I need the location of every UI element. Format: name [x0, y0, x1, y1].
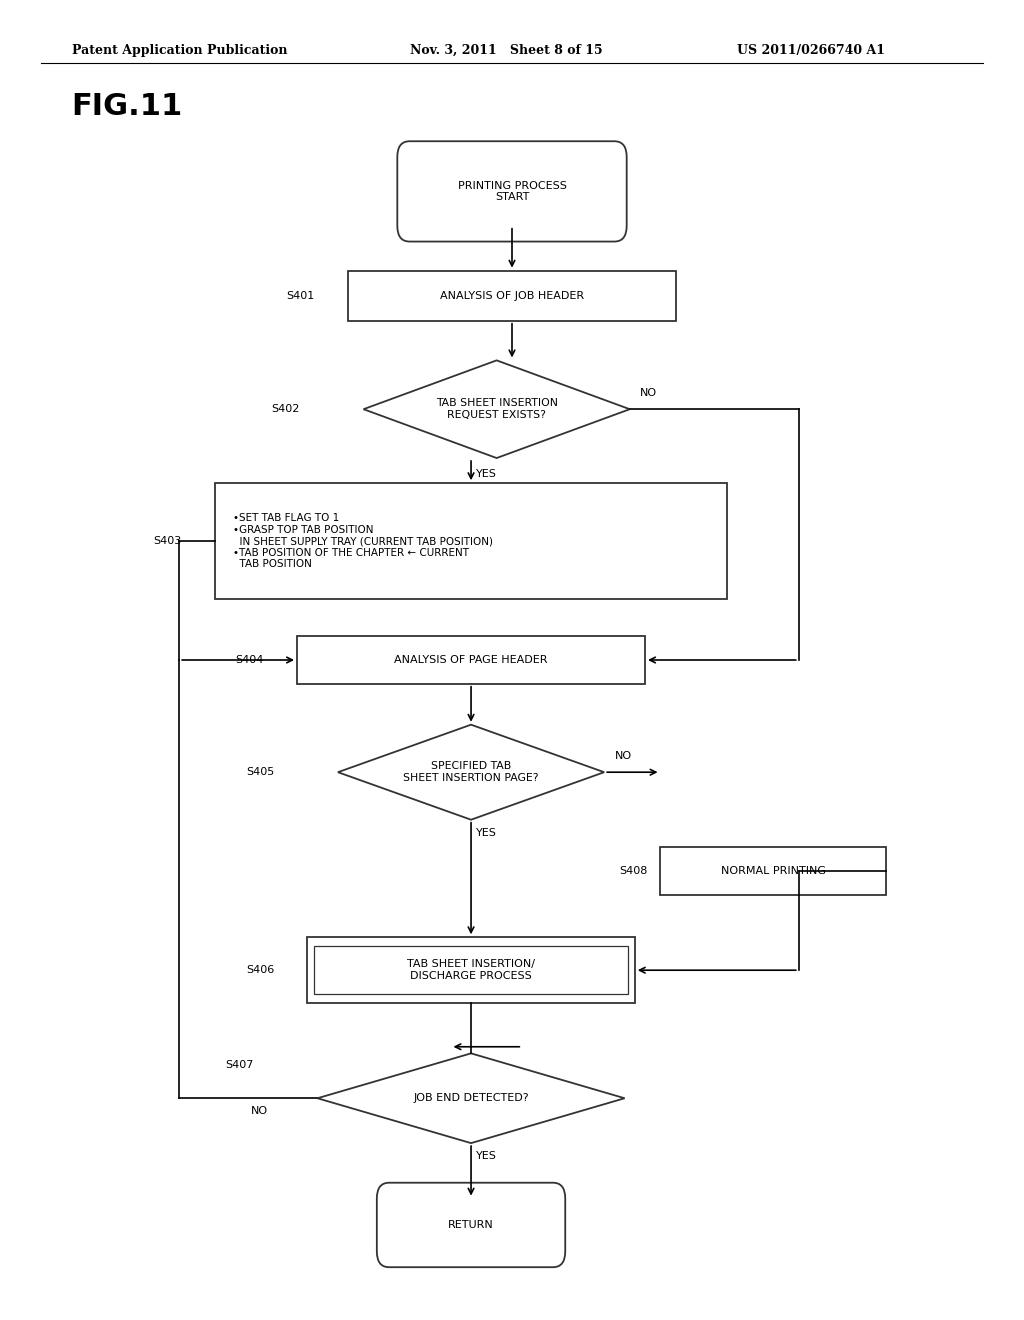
Text: TAB SHEET INSERTION/
DISCHARGE PROCESS: TAB SHEET INSERTION/ DISCHARGE PROCESS [408, 960, 535, 981]
Text: S403: S403 [154, 536, 182, 546]
Text: YES: YES [476, 469, 497, 479]
Text: NO: NO [614, 751, 632, 762]
Polygon shape [364, 360, 630, 458]
Polygon shape [317, 1053, 625, 1143]
Text: S402: S402 [271, 404, 300, 414]
Text: •SET TAB FLAG TO 1
•GRASP TOP TAB POSITION
  IN SHEET SUPPLY TRAY (CURRENT TAB P: •SET TAB FLAG TO 1 •GRASP TOP TAB POSITI… [233, 513, 494, 569]
FancyBboxPatch shape [397, 141, 627, 242]
Text: FIG.11: FIG.11 [72, 92, 183, 121]
Bar [215, 483, 727, 599]
Text: PRINTING PROCESS
START: PRINTING PROCESS START [458, 181, 566, 202]
Polygon shape [338, 725, 604, 820]
Text: JOB END DETECTED?: JOB END DETECTED? [414, 1093, 528, 1104]
Text: YES: YES [476, 828, 497, 838]
Text: RETURN: RETURN [449, 1220, 494, 1230]
Text: Patent Application Publication: Patent Application Publication [72, 44, 287, 57]
Text: YES: YES [476, 1151, 497, 1162]
Bar [660, 847, 886, 895]
Text: TAB SHEET INSERTION
REQUEST EXISTS?: TAB SHEET INSERTION REQUEST EXISTS? [435, 399, 558, 420]
Text: S408: S408 [620, 866, 648, 876]
Text: S405: S405 [246, 767, 274, 777]
Text: S407: S407 [225, 1060, 254, 1071]
Text: NO: NO [640, 388, 657, 399]
Bar [314, 946, 628, 994]
Text: S401: S401 [287, 290, 315, 301]
Text: S404: S404 [236, 655, 264, 665]
FancyBboxPatch shape [377, 1183, 565, 1267]
Text: S406: S406 [246, 965, 274, 975]
Text: NORMAL PRINTING: NORMAL PRINTING [721, 866, 825, 876]
Text: Nov. 3, 2011   Sheet 8 of 15: Nov. 3, 2011 Sheet 8 of 15 [410, 44, 602, 57]
Bar [348, 271, 676, 321]
Text: ANALYSIS OF JOB HEADER: ANALYSIS OF JOB HEADER [440, 290, 584, 301]
Bar [297, 636, 645, 684]
Text: US 2011/0266740 A1: US 2011/0266740 A1 [737, 44, 886, 57]
Bar [307, 937, 635, 1003]
Text: SPECIFIED TAB
SHEET INSERTION PAGE?: SPECIFIED TAB SHEET INSERTION PAGE? [403, 762, 539, 783]
Text: ANALYSIS OF PAGE HEADER: ANALYSIS OF PAGE HEADER [394, 655, 548, 665]
Text: NO: NO [251, 1106, 268, 1117]
